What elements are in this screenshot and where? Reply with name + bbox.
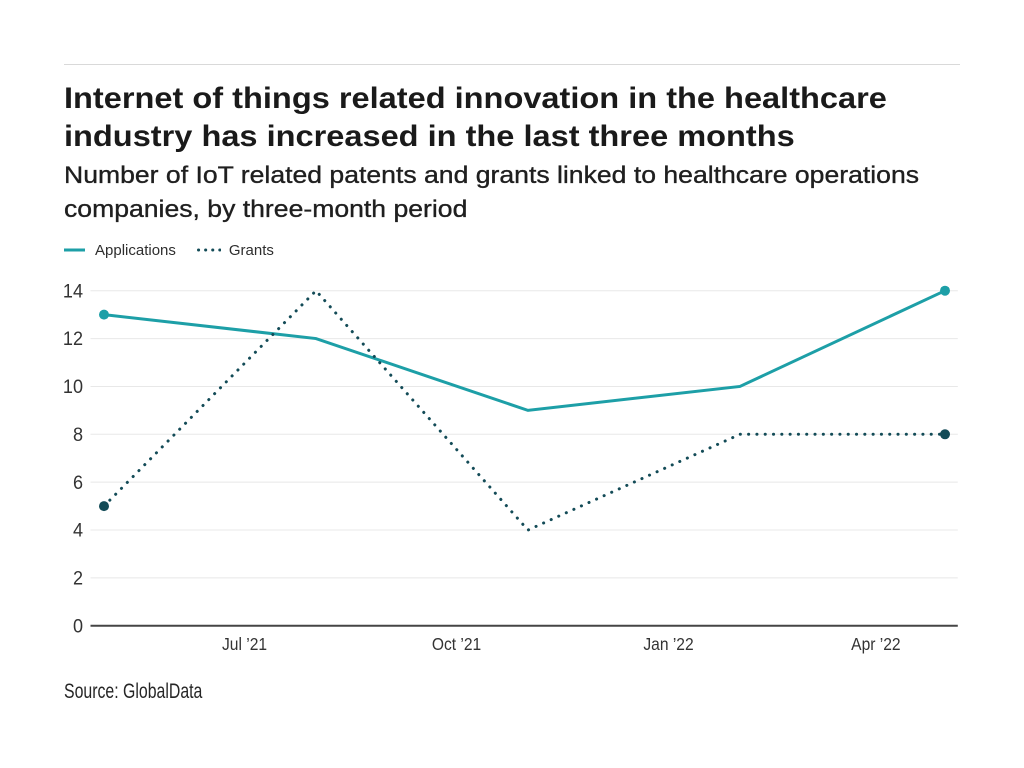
- applications-line-swatch: [64, 248, 85, 252]
- y-tick-label-2: 2: [73, 567, 83, 589]
- top-divider: [64, 64, 960, 65]
- series-marker-grants-0: [99, 501, 109, 512]
- chart-title: Internet of things related innovation in…: [64, 82, 887, 153]
- y-tick-label-6: 6: [73, 471, 83, 493]
- y-tick-label-0: 0: [73, 615, 83, 637]
- legend-label-applications: Applications: [95, 241, 176, 259]
- y-tick-label-4: 4: [73, 519, 83, 541]
- legend-label-grants: Grants: [228, 241, 274, 259]
- x-tick-label-3: Apr ’22: [851, 634, 900, 654]
- legend-item-applications[interactable]: Applications: [64, 242, 176, 259]
- source-note: Source: GlobalData: [64, 680, 203, 703]
- series-marker-grants-4: [940, 429, 950, 440]
- series-line-applications: [103, 289, 946, 412]
- series-marker-applications-4: [940, 285, 950, 296]
- y-tick-label-12: 12: [63, 328, 83, 350]
- y-tick-label-8: 8: [73, 423, 83, 445]
- legend: Applications Grants: [64, 240, 274, 260]
- legend-item-grants[interactable]: Grants: [196, 241, 274, 259]
- y-tick-label-14: 14: [63, 280, 83, 302]
- series-marker-applications-0: [99, 309, 109, 320]
- series-line-grants: [102, 288, 947, 532]
- x-tick-label-2: Jan ’22: [643, 634, 693, 654]
- y-tick-label-10: 10: [63, 376, 83, 398]
- x-tick-label-1: Oct ’21: [432, 634, 481, 654]
- grants-line-swatch: [196, 248, 221, 252]
- plot-area: 0 2 4 6 8 10 12 14 Jul ’21 Oct ’21 Jan ’22 Apr ’22: [63, 280, 958, 654]
- chart-subtitle: Number of IoT related patents and grants…: [64, 162, 920, 223]
- x-tick-label-0: Jul ’21: [222, 634, 267, 654]
